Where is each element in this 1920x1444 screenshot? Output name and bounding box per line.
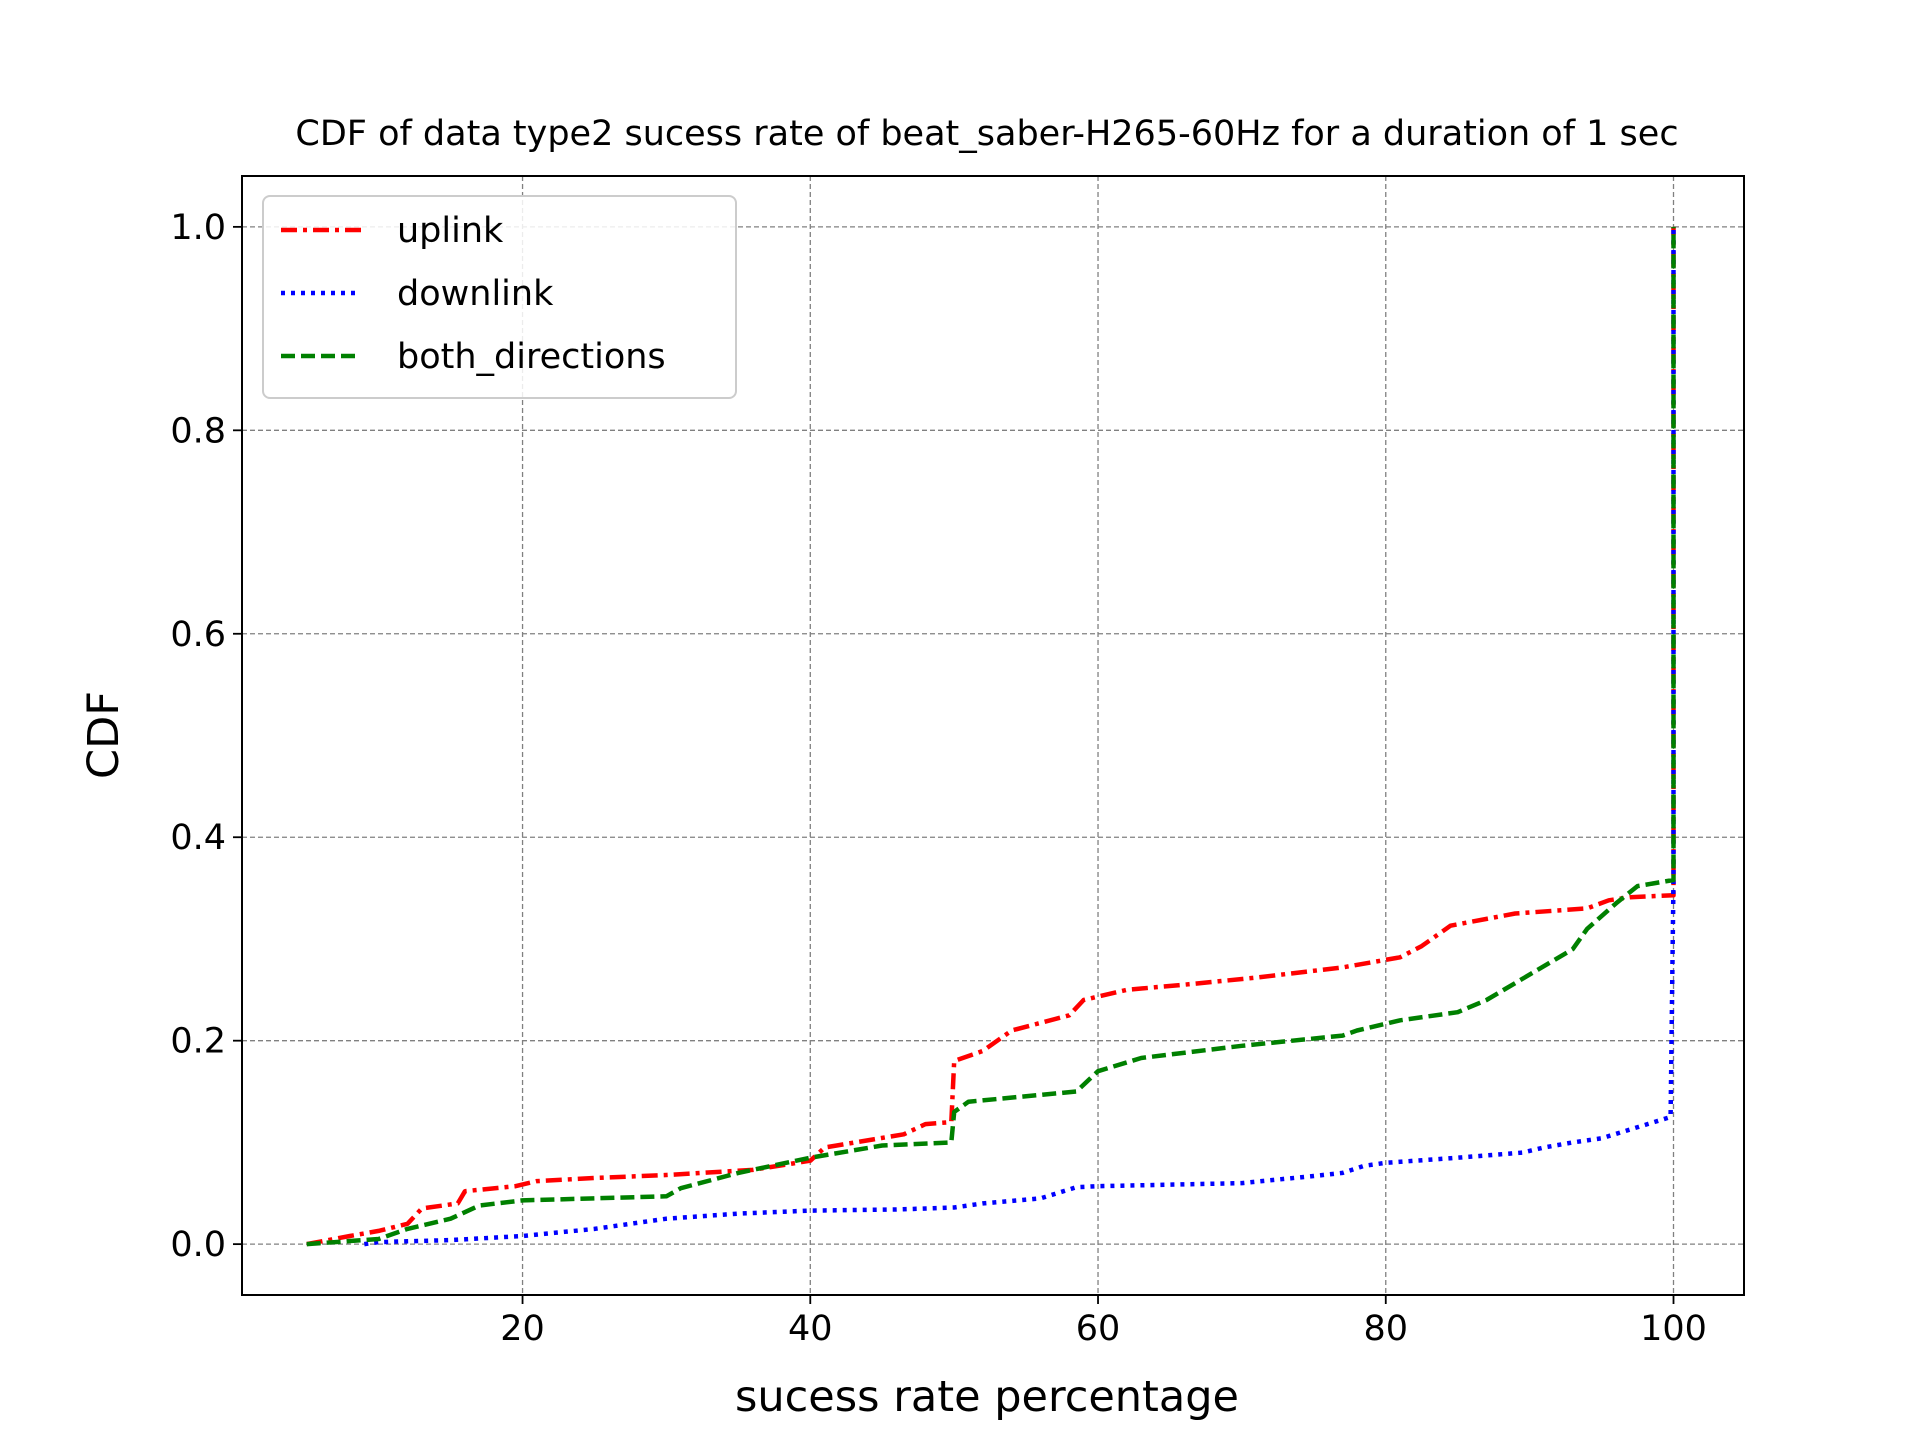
series-line-both-directions	[306, 226, 1676, 1247]
x-tick-label: 60	[1076, 1309, 1121, 1349]
legend-label-downlink: downlink	[397, 274, 554, 314]
legend-box	[262, 195, 737, 399]
y-tick-label: 0.6	[170, 615, 226, 655]
plot-frame	[241, 175, 1745, 1296]
chart-title: CDF of data type2 sucess rate of beat_sa…	[295, 114, 1678, 154]
y-tick-label: 0.0	[170, 1225, 226, 1265]
x-axis-label: sucess rate percentage	[735, 1372, 1239, 1422]
series-layer	[306, 226, 1676, 1247]
legend-label-uplink: uplink	[397, 211, 504, 251]
y-tick-label: 0.4	[170, 818, 226, 858]
x-tick-label: 20	[500, 1309, 545, 1349]
y-tick-label: 0.8	[170, 411, 226, 451]
series-line-uplink	[306, 226, 1676, 1247]
y-tick-label: 0.2	[170, 1022, 226, 1062]
x-tick-label: 40	[788, 1309, 833, 1349]
x-tick-label: 100	[1640, 1309, 1707, 1349]
y-axis-label: CDF	[79, 691, 129, 779]
x-tick-label: 80	[1363, 1309, 1408, 1349]
y-tick-label: 1.0	[170, 208, 226, 248]
legend: uplink downlink both_directions	[262, 195, 737, 399]
legend-label-both-directions: both_directions	[397, 337, 666, 377]
ticks: 20 40 60 80 100 0.0 0.2 0.4 0.6 0.8 1.0	[170, 208, 1707, 1349]
